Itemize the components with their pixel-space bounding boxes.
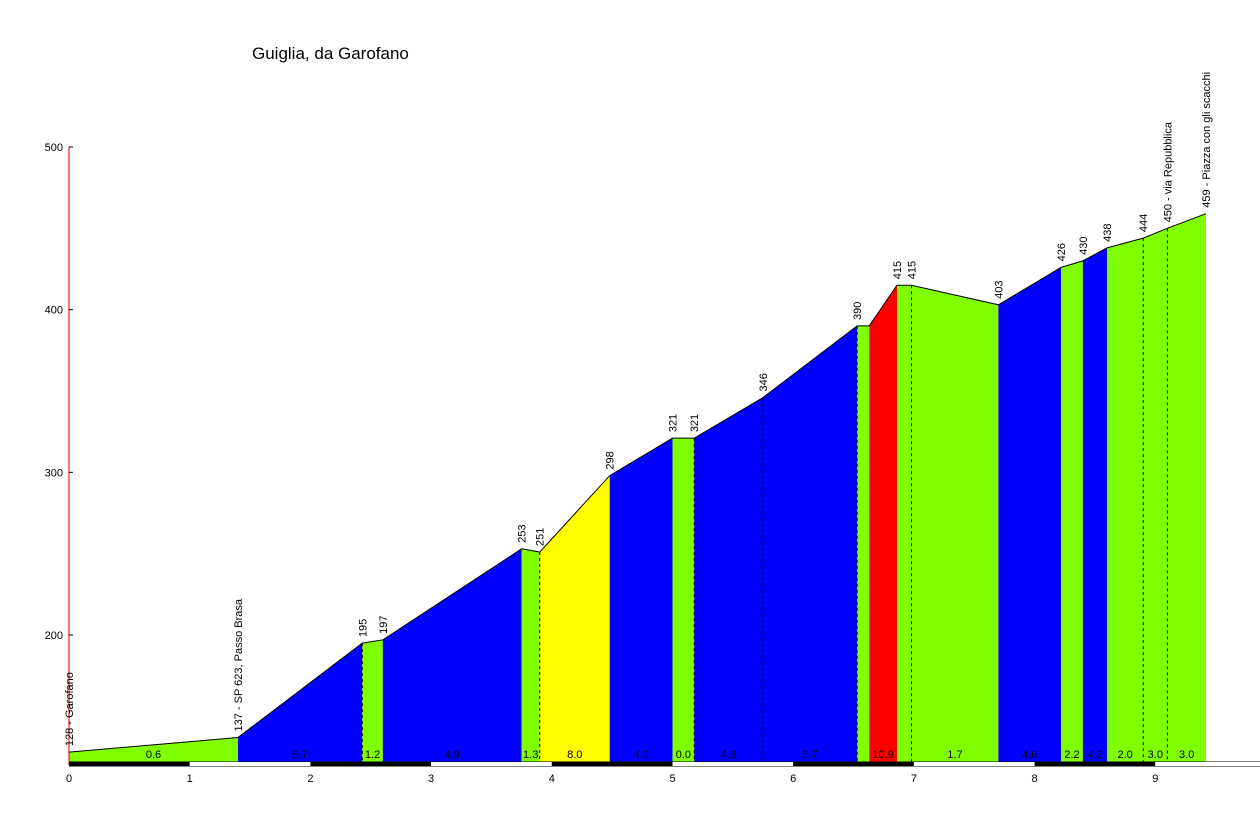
- segment-fills: [69, 213, 1206, 763]
- gradient-label-2: 5.7: [292, 749, 307, 761]
- km-bar-9: [1155, 762, 1260, 766]
- gradient-label-7: 4.3: [633, 749, 648, 761]
- elevation-label-20: 459 - Piazza con gli scacchi: [1201, 72, 1213, 208]
- elevation-label-6: 251: [535, 528, 547, 546]
- elevation-label-7: 298: [605, 451, 617, 469]
- segment-area-3: [362, 639, 383, 762]
- dashed-markers: [361, 228, 1168, 762]
- x-tick-label-2: 2: [307, 773, 313, 785]
- elevation-label-1: 128 - Garofano: [64, 672, 76, 746]
- km-bar-2: [310, 762, 432, 766]
- x-tick-label-3: 3: [428, 773, 434, 785]
- profile-outline: [68, 213, 1207, 753]
- y-tick-label-300: 300: [45, 467, 63, 479]
- gradient-label-5: 1.3: [523, 749, 538, 761]
- elevation-label-11: 390: [852, 302, 864, 320]
- km-bar-7: [913, 762, 1035, 766]
- elevation-label-10: 346: [758, 373, 770, 391]
- profile-line: [68, 213, 1207, 753]
- elevation-label-17: 438: [1102, 223, 1114, 241]
- segment-area-15: [998, 267, 1062, 762]
- x-tick-label-4: 4: [549, 773, 555, 785]
- segment-area-19: [1143, 228, 1168, 763]
- elevation-label-9: 321: [689, 414, 701, 432]
- x-tick-label-8: 8: [1032, 773, 1038, 785]
- segment-area-5: [521, 548, 540, 762]
- y-tick-label-200: 200: [45, 630, 63, 642]
- km-bar-8: [1034, 762, 1156, 766]
- y-axis: 200 300 400 500: [45, 142, 73, 765]
- x-tick-label-7: 7: [911, 773, 917, 785]
- elevation-label-3: 195: [357, 619, 369, 637]
- x-tick-label-0: 0: [66, 773, 72, 785]
- gradient-label-6: 8.0: [567, 749, 582, 761]
- segment-area-8: [672, 438, 695, 762]
- elevation-label-15: 426: [1056, 243, 1068, 261]
- elevation-label-19: 450 - via Repubblica: [1162, 121, 1174, 222]
- segment-area-2: [237, 643, 363, 762]
- gradient-label-10: 5.7: [802, 749, 817, 761]
- gradient-label-4: 4.9: [445, 749, 460, 761]
- x-tick-label-6: 6: [790, 773, 796, 785]
- elevation-label-16: 430: [1078, 237, 1090, 255]
- elevation-label-18: 444: [1138, 214, 1150, 232]
- elevation-label-12: 415: [892, 261, 904, 279]
- km-bar-0: [69, 762, 190, 766]
- segment-area-6: [539, 475, 610, 762]
- km-bar-1: [189, 762, 311, 766]
- segment-area-13: [897, 285, 912, 762]
- segment-area-17: [1082, 247, 1108, 762]
- gradient-label-12: 10.9: [872, 749, 893, 761]
- gradient-label-1: 0.6: [146, 749, 161, 761]
- y-tick-label-500: 500: [45, 142, 63, 154]
- elevation-label-2: 137 - SP 623, Passo Brasa: [233, 598, 245, 731]
- gradient-label-17: 4.2: [1087, 749, 1102, 761]
- x-tick-label-9: 9: [1152, 773, 1158, 785]
- segment-area-18: [1107, 238, 1144, 763]
- x-tick-label-1: 1: [187, 773, 193, 785]
- x-tick-label-5: 5: [669, 773, 675, 785]
- segment-area-16: [1061, 260, 1083, 762]
- segment-area-12: [869, 285, 898, 762]
- gradient-label-18: 2.0: [1117, 749, 1132, 761]
- elevation-labels: 128 - Garofano 137 - SP 623, Passo Brasa 1…: [64, 72, 1213, 746]
- gradient-label-19: 3.0: [1148, 749, 1163, 761]
- gradient-label-20: 3.0: [1179, 749, 1194, 761]
- elevation-label-5: 253: [517, 524, 529, 542]
- elevation-label-8: 321: [668, 414, 680, 432]
- gradient-label-8: 0.0: [676, 749, 691, 761]
- gradient-label-9: 4.3: [721, 749, 736, 761]
- segment-area-7: [609, 438, 673, 762]
- segment-area-9: [694, 397, 764, 762]
- segment-area-11: [857, 325, 870, 762]
- segment-area-1: [69, 737, 238, 762]
- segment-area-14: [911, 285, 999, 762]
- x-axis: 0 1 2 3 4 5 6 7 8 9: [66, 761, 1260, 785]
- gradient-label-15: 4.6: [1022, 749, 1037, 761]
- elevation-label-13: 415: [906, 261, 918, 279]
- segment-area-20: [1167, 213, 1206, 762]
- gradient-label-16: 2.2: [1064, 749, 1079, 761]
- segment-area-4: [382, 548, 522, 762]
- elevation-label-4: 197: [378, 616, 390, 634]
- km-bar-6: [793, 762, 914, 766]
- km-bar-4: [551, 762, 673, 766]
- chart-title: Guiglia, da Garofano: [252, 44, 409, 63]
- y-tick-label-400: 400: [45, 305, 63, 317]
- segment-area-10: [763, 325, 858, 762]
- gradient-label-14: 1.7: [947, 749, 962, 761]
- km-bar-5: [672, 762, 794, 766]
- km-bar-3: [431, 762, 552, 766]
- elevation-label-14: 403: [993, 280, 1005, 298]
- gradient-label-3: 1.2: [365, 749, 380, 761]
- gradient-labels: 0.6 5.7 1.2 4.9 1.3 8.0 4.3 0.0 4.3 5.7 10.9 1.7 4.6…: [146, 749, 1194, 761]
